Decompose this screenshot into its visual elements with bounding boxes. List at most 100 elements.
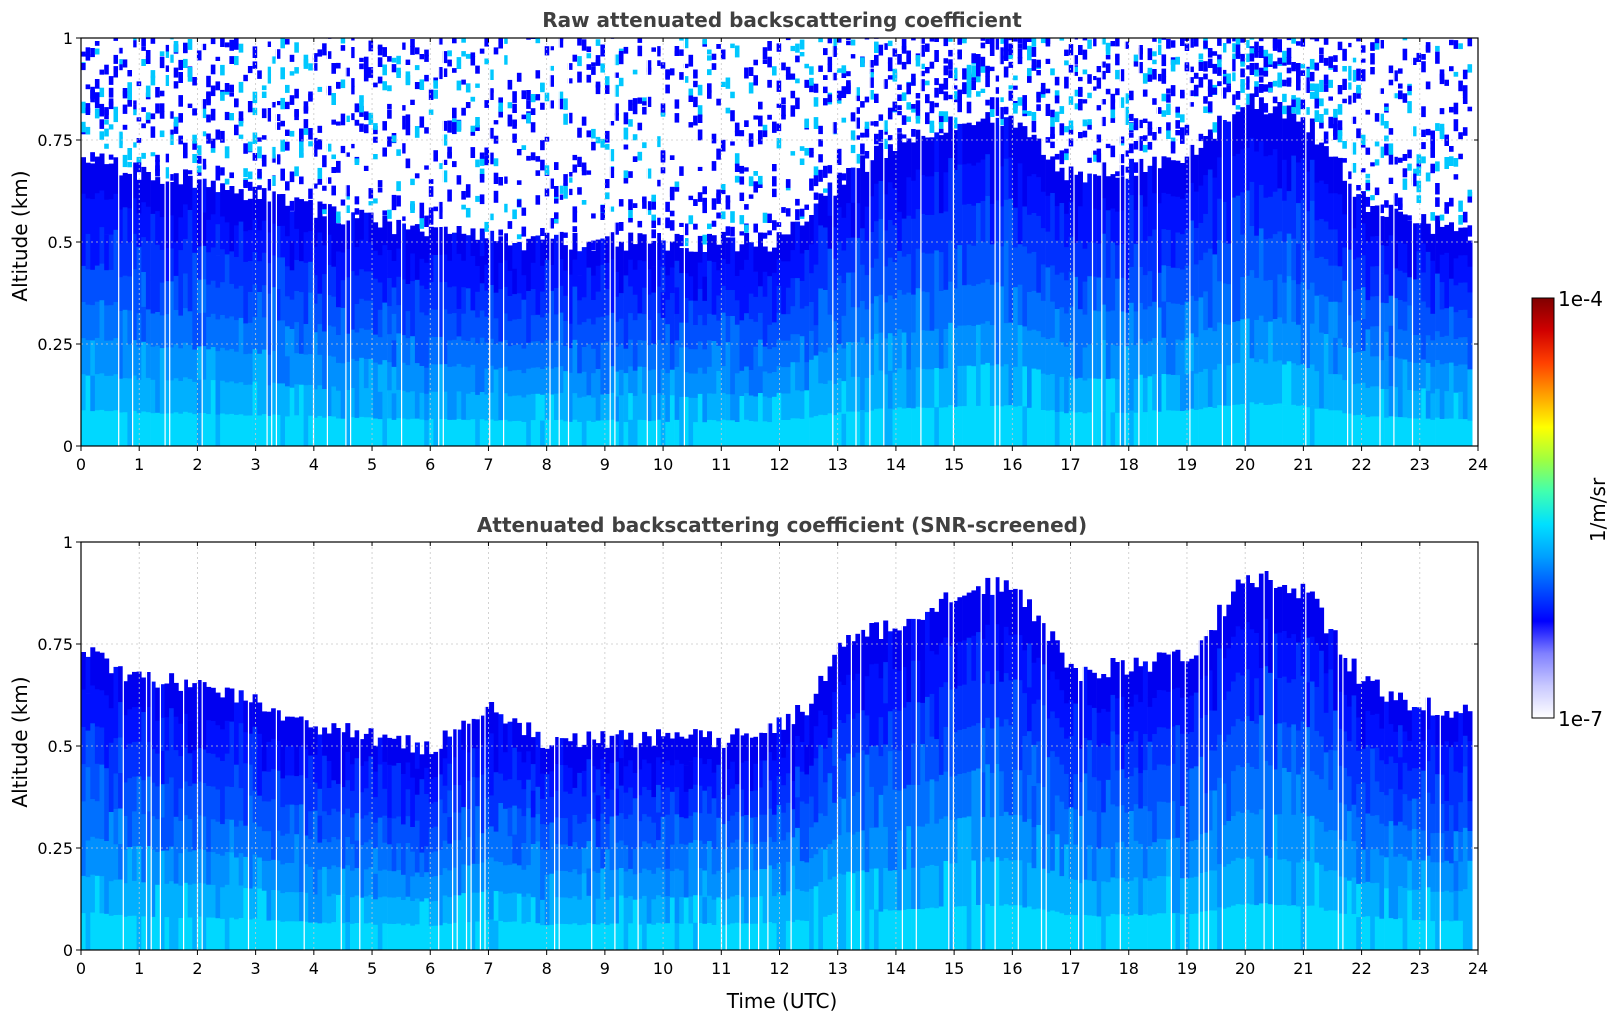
heatmap-cell <box>215 56 221 61</box>
heatmap-cell <box>665 250 671 276</box>
heatmap-cell <box>1091 150 1097 158</box>
heatmap-cell <box>1198 222 1204 261</box>
heatmap-cell <box>470 56 476 66</box>
heatmap-cell <box>572 366 578 394</box>
heatmap-cell <box>178 690 184 724</box>
heatmap-cell <box>1147 141 1153 150</box>
heatmap-cell <box>516 234 522 240</box>
heatmap-cell <box>247 181 253 191</box>
heatmap-cell <box>679 72 684 80</box>
heatmap-cell <box>1147 270 1153 307</box>
heatmap-cell <box>920 70 925 77</box>
heatmap-cell <box>261 252 267 286</box>
heatmap-cell <box>345 248 351 278</box>
heatmap-cell <box>948 404 954 447</box>
heatmap-cell <box>173 207 179 242</box>
heatmap-cell <box>1115 88 1120 96</box>
heatmap-cell <box>331 723 337 752</box>
heatmap-cell <box>748 344 754 370</box>
heatmap-cell <box>1008 280 1014 323</box>
heatmap-cell <box>308 322 314 355</box>
heatmap-cell <box>925 43 930 52</box>
heatmap-cell <box>925 253 930 293</box>
heatmap-cell <box>433 80 438 88</box>
heatmap-cell <box>600 394 606 421</box>
heatmap-cell <box>132 233 137 270</box>
heatmap-cell <box>976 364 981 406</box>
heatmap-cell <box>1351 116 1357 124</box>
heatmap-cell <box>1277 317 1283 361</box>
heatmap-cell <box>567 249 573 275</box>
heatmap-cell <box>1430 138 1435 149</box>
heatmap-cell <box>331 185 336 196</box>
heatmap-cell <box>688 421 694 447</box>
heatmap-cell <box>1430 419 1436 447</box>
heatmap-cell <box>1314 182 1320 221</box>
heatmap-cell <box>354 812 360 841</box>
heatmap-cell <box>312 726 318 755</box>
heatmap-cell <box>1444 418 1450 447</box>
heatmap-cell <box>317 354 323 386</box>
heatmap-cell <box>1430 163 1435 174</box>
heatmap-cell <box>674 99 680 109</box>
heatmap-cell <box>836 148 842 158</box>
heatmap-cell <box>363 165 369 171</box>
heatmap-cell <box>618 343 624 370</box>
heatmap-cell <box>776 123 782 132</box>
heatmap-cell <box>966 324 972 366</box>
heatmap-cell <box>465 235 471 262</box>
heatmap-cell <box>1175 410 1181 447</box>
heatmap-cell <box>247 702 253 734</box>
heatmap-cell <box>1101 116 1106 127</box>
heatmap-cell <box>577 421 583 447</box>
heatmap-cell <box>748 242 754 269</box>
heatmap-cell <box>1351 227 1357 260</box>
heatmap-cell <box>493 420 499 447</box>
heatmap-cell <box>841 65 847 74</box>
heatmap-cell <box>1115 378 1121 413</box>
heatmap-cell <box>716 148 721 160</box>
heatmap-cell <box>683 371 689 397</box>
heatmap-cell <box>1231 363 1236 405</box>
heatmap-cell <box>363 842 369 870</box>
heatmap-cell <box>1017 48 1023 59</box>
heatmap-cell <box>387 897 393 924</box>
heatmap-cell <box>1138 374 1144 411</box>
heatmap-cell <box>688 54 694 67</box>
heatmap-cell <box>1384 360 1390 390</box>
heatmap-cell <box>155 720 161 754</box>
heatmap-cell <box>693 96 698 108</box>
heatmap-cell <box>646 420 652 447</box>
heatmap-cell <box>985 38 990 44</box>
heatmap-cell <box>220 64 225 76</box>
heatmap-cell <box>1022 286 1028 327</box>
heatmap-cell <box>484 100 489 108</box>
heatmap-cell <box>322 273 328 303</box>
heatmap-cell <box>1258 45 1264 58</box>
heatmap-cell <box>1263 49 1269 61</box>
heatmap-cell <box>874 93 879 103</box>
heatmap-cell <box>883 338 889 375</box>
heatmap-cell <box>1198 371 1204 410</box>
heatmap-cell <box>1365 358 1371 388</box>
heatmap-cell <box>516 180 522 185</box>
heatmap-cell <box>563 232 568 238</box>
heatmap-cell <box>688 348 694 374</box>
heatmap-cell <box>860 57 865 68</box>
heatmap-cell <box>558 338 564 367</box>
heatmap-cell <box>331 296 337 327</box>
heatmap-cell <box>669 188 675 201</box>
heatmap-cell <box>1309 38 1315 40</box>
heatmap-cell <box>832 122 837 134</box>
heatmap-cell <box>711 340 717 368</box>
heatmap-cell <box>688 275 694 301</box>
heatmap-cell <box>1054 377 1060 412</box>
heatmap-cell <box>132 706 137 742</box>
heatmap-cell <box>257 137 262 142</box>
heatmap-cell <box>1105 42 1111 52</box>
heatmap-cell <box>799 390 805 419</box>
heatmap-cell <box>299 415 304 447</box>
heatmap-cell <box>980 38 986 41</box>
heatmap-cell <box>99 409 105 447</box>
heatmap-cell <box>846 411 852 447</box>
